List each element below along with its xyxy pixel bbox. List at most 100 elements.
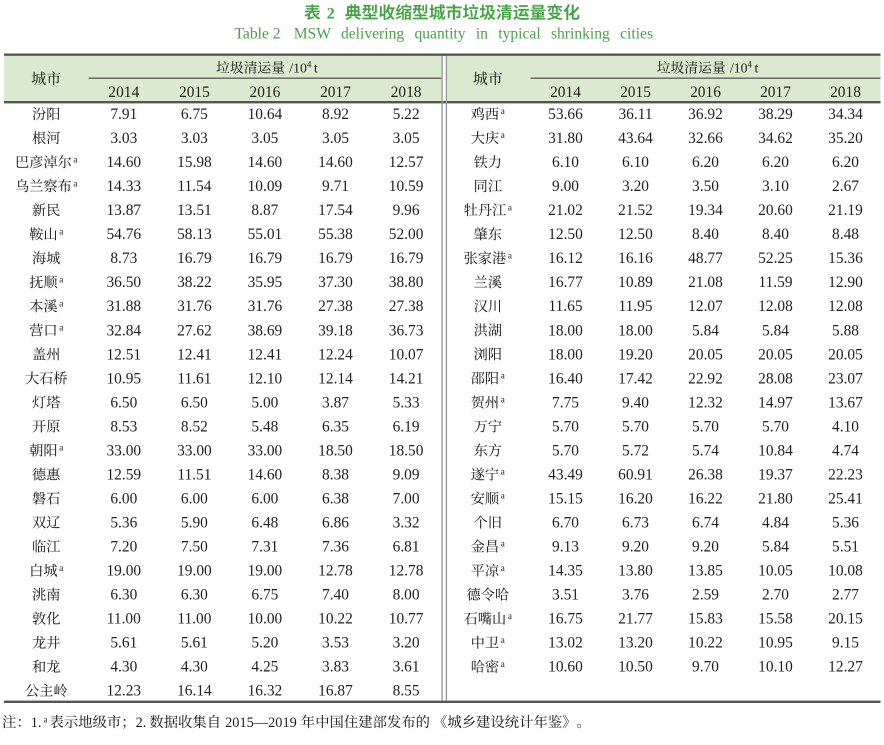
svg-text:a: a: [501, 660, 506, 670]
svg-text:9.71: 9.71: [322, 178, 349, 195]
svg-text:4.25: 4.25: [251, 659, 278, 676]
svg-text:21.80: 21.80: [758, 491, 793, 508]
svg-text:3.53: 3.53: [322, 635, 349, 652]
svg-text:14.21: 14.21: [389, 370, 424, 387]
svg-text:12.14: 12.14: [318, 370, 353, 387]
svg-text:36.50: 36.50: [106, 274, 141, 291]
svg-text:19.20: 19.20: [618, 346, 653, 363]
svg-text:6.00: 6.00: [181, 491, 208, 508]
svg-text:13.80: 13.80: [618, 563, 653, 580]
svg-text:16.75: 16.75: [548, 611, 583, 628]
svg-text:25.41: 25.41: [828, 491, 863, 508]
svg-text:15.58: 15.58: [758, 611, 793, 628]
svg-text:8.55: 8.55: [393, 683, 420, 700]
svg-text:t: t: [314, 61, 318, 76]
svg-text:6.50: 6.50: [181, 394, 208, 411]
svg-text:12.59: 12.59: [106, 467, 141, 484]
svg-text:7.31: 7.31: [251, 539, 278, 556]
svg-text:10.59: 10.59: [389, 178, 424, 195]
svg-text:22.23: 22.23: [828, 467, 863, 484]
svg-text:6.70: 6.70: [552, 515, 579, 532]
svg-text:5.61: 5.61: [110, 635, 137, 652]
svg-text:10.05: 10.05: [758, 563, 793, 580]
svg-text:6.74: 6.74: [692, 515, 719, 532]
svg-text:a: a: [59, 275, 64, 285]
svg-text:2: 2: [327, 6, 335, 23]
svg-text:5.70: 5.70: [552, 442, 579, 459]
svg-text:2015: 2015: [179, 84, 210, 101]
svg-text:36.73: 36.73: [389, 322, 424, 339]
svg-text:11.95: 11.95: [618, 298, 652, 315]
svg-text:55.01: 55.01: [248, 226, 283, 243]
svg-text:16.79: 16.79: [177, 250, 212, 267]
svg-text:16.79: 16.79: [248, 250, 283, 267]
svg-text:8.38: 8.38: [322, 467, 349, 484]
svg-text:16.22: 16.22: [688, 491, 723, 508]
svg-text:8.53: 8.53: [110, 418, 137, 435]
svg-text:21.77: 21.77: [618, 611, 653, 628]
svg-text:33.00: 33.00: [106, 442, 141, 459]
svg-text:2017: 2017: [760, 84, 791, 101]
svg-text:54.76: 54.76: [106, 226, 141, 243]
svg-text:5.84: 5.84: [762, 539, 789, 556]
svg-text:4.84: 4.84: [762, 515, 789, 532]
svg-text:20.15: 20.15: [828, 611, 863, 628]
svg-text:8.48: 8.48: [832, 226, 859, 243]
svg-text:16.77: 16.77: [548, 274, 583, 291]
svg-text:3.51: 3.51: [552, 587, 579, 604]
svg-text:2.77: 2.77: [832, 587, 859, 604]
svg-text:16.20: 16.20: [618, 491, 653, 508]
svg-text:38.80: 38.80: [389, 274, 424, 291]
svg-text:20.05: 20.05: [828, 346, 863, 363]
svg-text:10.77: 10.77: [389, 611, 424, 628]
svg-text:6.00: 6.00: [251, 491, 278, 508]
svg-text:/10: /10: [289, 61, 307, 76]
svg-text:9.20: 9.20: [692, 539, 719, 556]
svg-text:11.59: 11.59: [758, 274, 792, 291]
svg-text:2016: 2016: [690, 84, 721, 101]
svg-text:12.32: 12.32: [688, 394, 723, 411]
svg-text:14.60: 14.60: [248, 154, 283, 171]
svg-text:6.86: 6.86: [322, 515, 349, 532]
svg-text:a: a: [501, 636, 506, 646]
svg-text:2017: 2017: [320, 84, 351, 101]
svg-text:6.00: 6.00: [110, 491, 137, 508]
svg-text:8.00: 8.00: [393, 587, 420, 604]
svg-text:43.49: 43.49: [548, 467, 583, 484]
svg-text:a: a: [501, 396, 506, 406]
svg-text:a: a: [501, 492, 506, 502]
svg-text:6.73: 6.73: [622, 515, 649, 532]
svg-text:/10: /10: [730, 61, 748, 76]
svg-text:21.02: 21.02: [548, 202, 583, 219]
svg-text:6.20: 6.20: [832, 154, 859, 171]
svg-text:60.91: 60.91: [618, 467, 653, 484]
svg-text:9.00: 9.00: [552, 178, 579, 195]
svg-text:21.52: 21.52: [618, 202, 653, 219]
svg-text:35.20: 35.20: [828, 130, 863, 147]
svg-text:9.13: 9.13: [552, 539, 579, 556]
svg-text:34.62: 34.62: [758, 130, 793, 147]
svg-text:36.92: 36.92: [688, 106, 723, 123]
svg-text:18.50: 18.50: [389, 442, 424, 459]
svg-text:13.67: 13.67: [828, 394, 863, 411]
svg-text:3.03: 3.03: [181, 130, 208, 147]
svg-text:10.95: 10.95: [758, 635, 793, 652]
svg-text:15.98: 15.98: [177, 154, 212, 171]
svg-text:a: a: [44, 715, 48, 725]
svg-text:12.24: 12.24: [318, 346, 353, 363]
svg-text:33.00: 33.00: [177, 442, 212, 459]
svg-text:32.66: 32.66: [688, 130, 723, 147]
svg-text:4.30: 4.30: [110, 659, 137, 676]
svg-text:28.08: 28.08: [758, 370, 793, 387]
svg-text:15.83: 15.83: [688, 611, 723, 628]
svg-text:33.00: 33.00: [248, 442, 283, 459]
svg-text:9.40: 9.40: [622, 394, 649, 411]
svg-text:53.66: 53.66: [548, 106, 583, 123]
svg-text:9.09: 9.09: [393, 467, 420, 484]
svg-text:9.70: 9.70: [692, 659, 719, 676]
svg-text:6.20: 6.20: [762, 154, 789, 171]
svg-text:14.33: 14.33: [106, 178, 141, 195]
svg-text:3.10: 3.10: [762, 178, 789, 195]
svg-text:8.87: 8.87: [251, 202, 278, 219]
svg-text:6.30: 6.30: [110, 587, 137, 604]
